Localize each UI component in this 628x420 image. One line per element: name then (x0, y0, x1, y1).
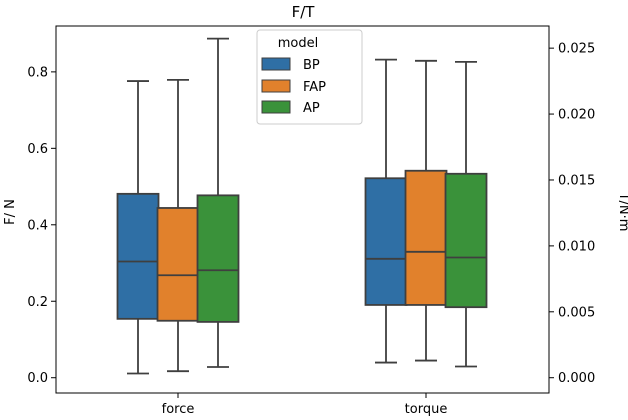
legend-swatch-fap (261, 79, 291, 93)
left-axis: 0.0 0.2 0.4 0.6 0.8 (27, 65, 56, 386)
x-tick-label-torque: torque (405, 402, 448, 417)
x-axis: force torque (162, 393, 448, 417)
right-tick-label: 0.000 (558, 371, 595, 386)
left-tick-label: 0.2 (27, 295, 48, 310)
right-tick-label: 0.005 (558, 305, 595, 320)
plot-area-border (55, 25, 550, 394)
legend: model BP FAP AP (256, 29, 363, 125)
box-bp-torque (364, 177, 408, 306)
right-tick-label: 0.025 (558, 42, 595, 57)
box-fap-torque (404, 169, 448, 306)
chart-title: F/T (292, 3, 316, 21)
x-tick-label-force: force (162, 402, 195, 417)
legend-label-fap: FAP (303, 80, 326, 95)
plot-frame (55, 25, 550, 394)
legend-swatch-ap (261, 100, 291, 114)
left-tick-label: 0.0 (27, 371, 48, 386)
legend-label-ap: AP (303, 101, 320, 116)
box-ap-force (196, 194, 240, 323)
right-tick-label: 0.015 (558, 173, 595, 188)
right-tick-label: 0.020 (558, 108, 595, 123)
legend-label-bp: BP (303, 58, 320, 73)
left-tick-label: 0.6 (27, 142, 48, 157)
legend-title: model (278, 36, 318, 51)
legend-swatch-bp (261, 57, 291, 71)
right-axis: 0.000 0.005 0.010 0.015 0.020 0.025 (549, 42, 595, 386)
right-tick-label: 0.010 (558, 239, 595, 254)
left-axis-label: F/ N (3, 199, 18, 225)
left-tick-label: 0.4 (27, 218, 48, 233)
box-fap-force (156, 207, 200, 322)
box-ap-torque (444, 172, 488, 309)
right-axis-label: T/N·m (616, 192, 628, 232)
box-series (116, 37, 488, 375)
box-bp-force (116, 192, 160, 320)
left-tick-label: 0.8 (27, 65, 48, 80)
